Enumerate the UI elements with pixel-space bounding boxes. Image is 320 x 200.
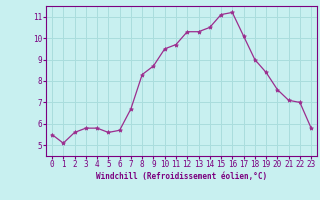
X-axis label: Windchill (Refroidissement éolien,°C): Windchill (Refroidissement éolien,°C) [96,172,267,181]
